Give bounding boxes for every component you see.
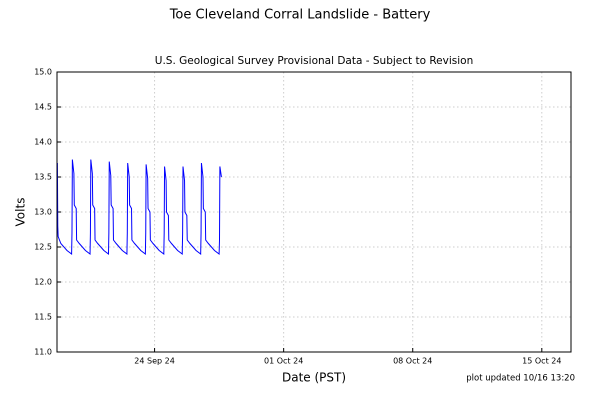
- plot-frame: [56, 71, 572, 353]
- y-tick-label: 11.0: [34, 348, 52, 357]
- x-tick-label: 15 Oct 24: [522, 357, 561, 366]
- chart-subtitle: U.S. Geological Survey Provisional Data …: [155, 55, 473, 67]
- chart-title: Toe Cleveland Corral Landslide - Battery: [169, 8, 431, 23]
- y-tick-label: 11.5: [34, 313, 52, 322]
- y-tick-label: 15.0: [34, 68, 52, 77]
- data-line: [56, 159, 222, 255]
- y-tick-label: 12.0: [34, 278, 52, 287]
- y-axis-label: Volts: [14, 198, 28, 227]
- y-tick-label: 13.0: [34, 208, 52, 217]
- x-tick-label: 08 Oct 24: [393, 357, 432, 366]
- x-tick-label: 01 Oct 24: [264, 357, 303, 366]
- y-tick-label: 12.5: [34, 243, 52, 252]
- x-tick-label: 24 Sep 24: [134, 357, 175, 366]
- x-axis-label: Date (PST): [282, 371, 346, 385]
- y-tick-label: 14.5: [34, 103, 52, 112]
- y-tick-label: 14.0: [34, 138, 52, 147]
- update-note: plot updated 10/16 13:20: [466, 374, 575, 384]
- y-tick-label: 13.5: [34, 173, 52, 182]
